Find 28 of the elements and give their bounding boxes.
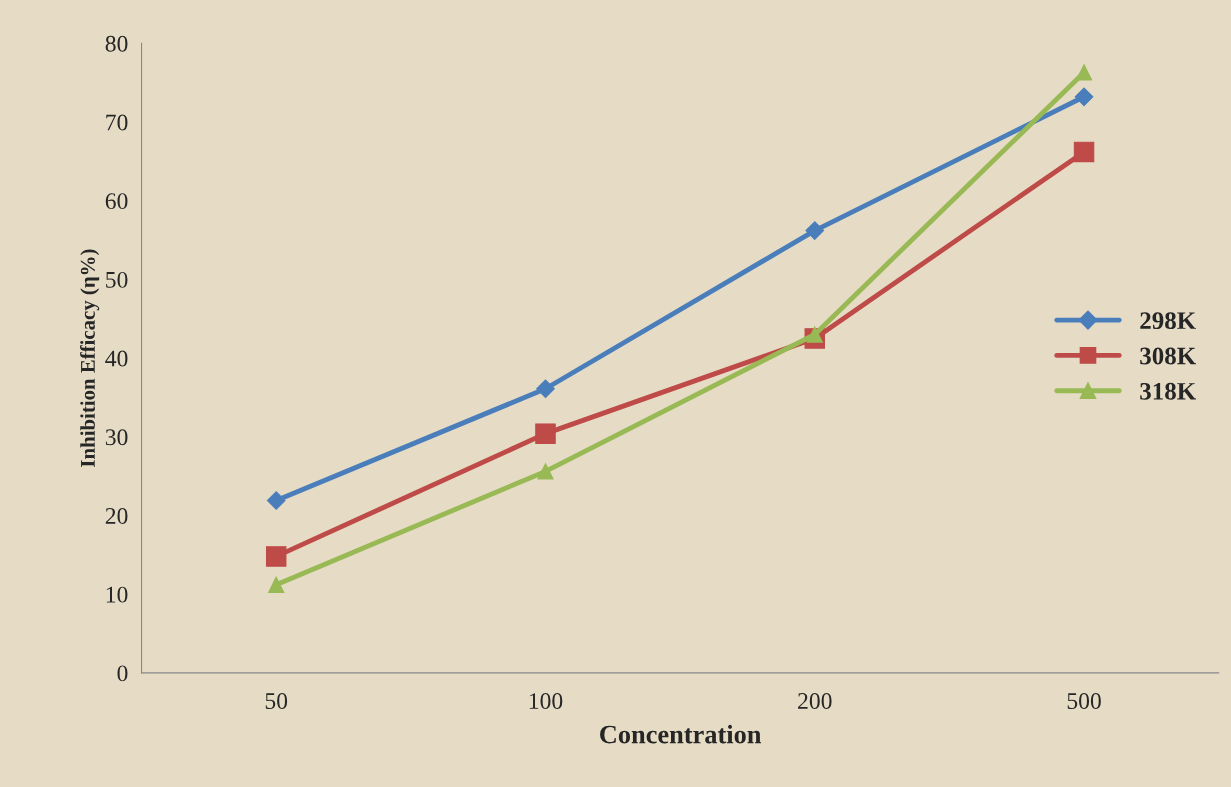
point (1074, 87, 1094, 107)
point (536, 379, 555, 399)
point (535, 423, 556, 444)
point (806, 326, 823, 343)
point (265, 546, 287, 567)
legend-label: 298K (1140, 312, 1196, 330)
y-tick-label: 30 (105, 429, 128, 446)
y-tick-label: 50 (106, 271, 128, 288)
point (805, 221, 825, 240)
y-tick-label: 60 (105, 193, 128, 210)
point (268, 576, 285, 593)
x-axis-title: Concentration (600, 724, 762, 744)
y-tick-label: 20 (105, 507, 128, 524)
x-tick-label: 100 (529, 693, 563, 709)
y-tick-label: 70 (106, 114, 128, 131)
y-tick-label: 10 (106, 586, 128, 603)
x-tick-label: 50 (265, 693, 288, 709)
x-tick-label: 200 (798, 693, 832, 709)
point (537, 463, 554, 480)
y-tick-label: 80 (105, 35, 128, 52)
x-tick-label: 500 (1067, 693, 1101, 709)
y-tick-label: 40 (105, 350, 128, 367)
legend-label: 308K (1140, 347, 1196, 365)
point (266, 491, 286, 510)
point (1073, 141, 1095, 163)
legend-label: 318K (1140, 382, 1196, 400)
y-tick-label: 0 (117, 665, 128, 682)
y-axis-title: Inhibition Efficacy (η%) (80, 249, 100, 467)
